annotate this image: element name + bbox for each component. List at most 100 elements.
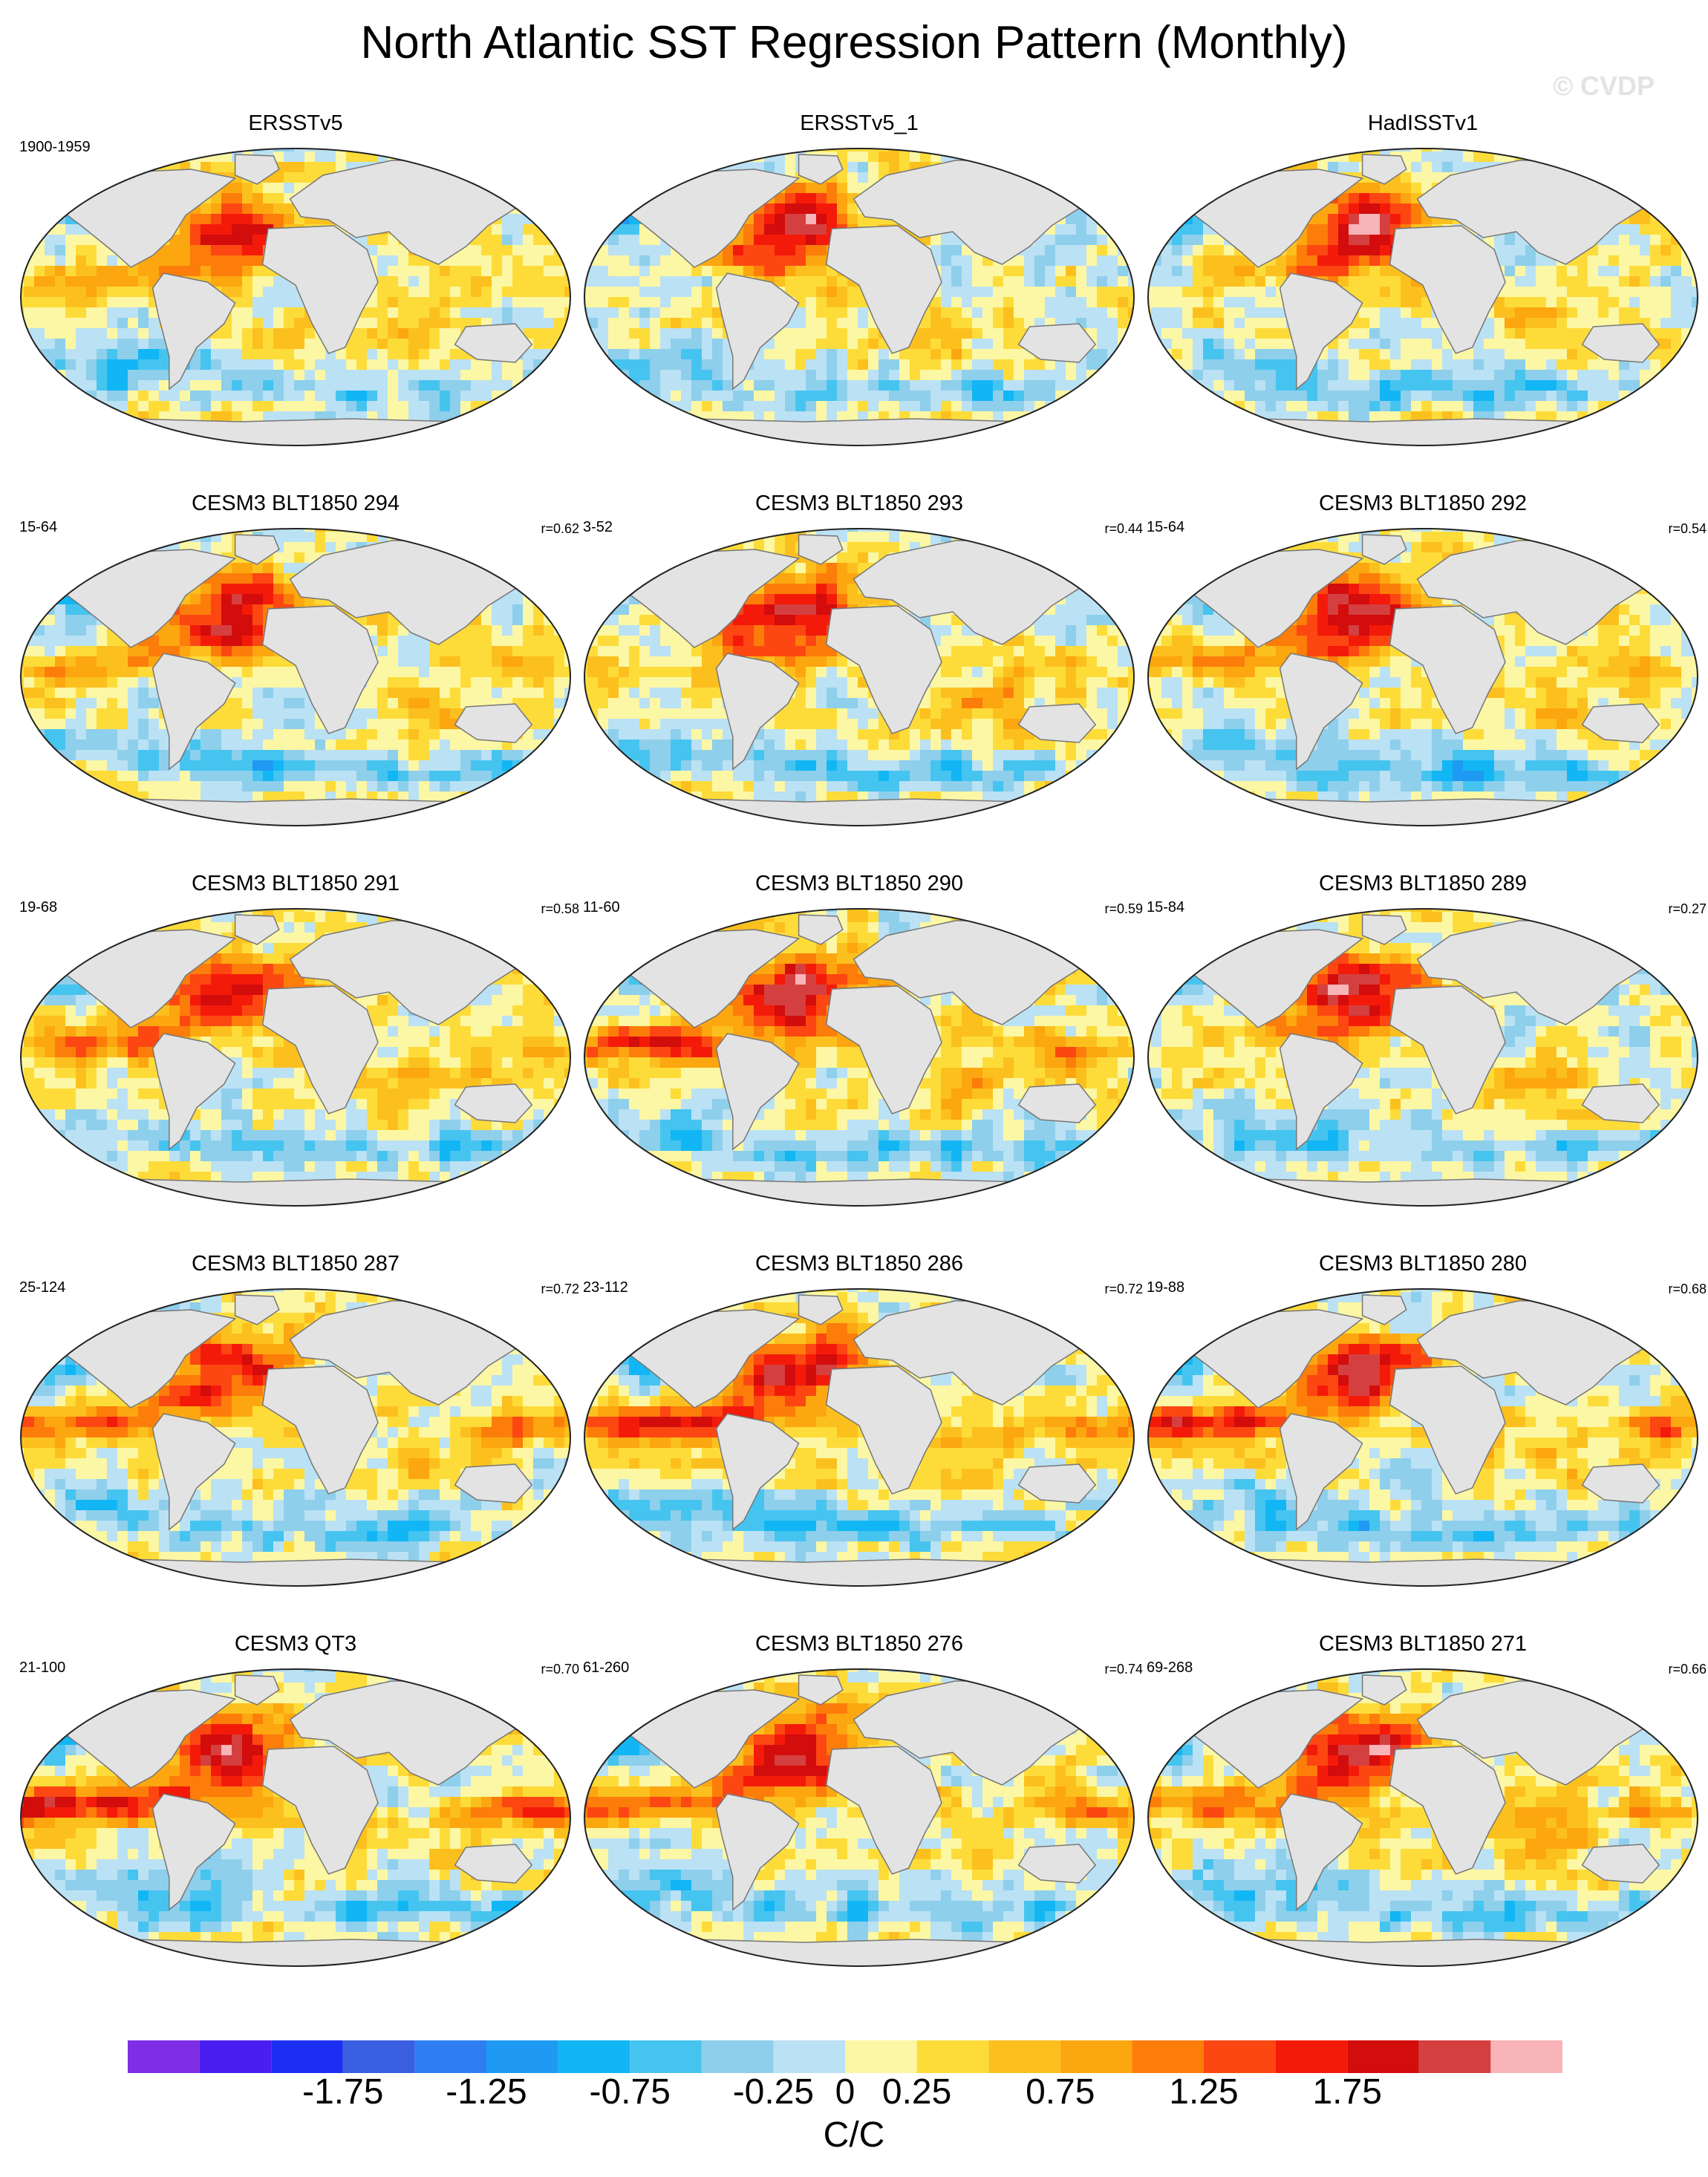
panel-title: CESM3 BLT1850 287 [13, 1250, 578, 1277]
land-mass [1148, 1939, 1698, 1966]
panel-years: 15-84 [1147, 898, 1184, 916]
land-mass [21, 798, 570, 826]
land-mass [261, 985, 379, 1114]
land-mass [584, 1178, 1134, 1206]
land-mass [1148, 418, 1698, 445]
panel-correlation: r=0.72 [1104, 1280, 1143, 1298]
panel-correlation: r=0.66 [1668, 1660, 1707, 1678]
land-mass [1279, 1793, 1363, 1911]
panel-years: 11-60 [583, 898, 620, 916]
sst-map [20, 908, 571, 1207]
colorbar-swatch [1132, 2040, 1204, 2073]
land-mass [1017, 1463, 1097, 1504]
map-outline [20, 1288, 571, 1587]
land-mass [1017, 703, 1097, 743]
sst-map [20, 1668, 571, 1967]
map-panel: CESM3 BLT1850 293 3-52 r=0.44 [577, 490, 1143, 869]
sst-map [1147, 1668, 1698, 1967]
sst-field [584, 1289, 1134, 1586]
panel-years: 19-68 [19, 898, 57, 916]
land-mass [715, 1033, 800, 1151]
colorbar-swatch [342, 2040, 415, 2073]
sst-map [584, 528, 1135, 826]
map-panel: CESM3 QT3 21-100 r=0.70 [13, 1631, 579, 2009]
panel-title: CESM3 BLT1850 276 [577, 1631, 1141, 1657]
land-mass [261, 1365, 379, 1495]
colorbar-tick-label: -0.25 [699, 2072, 847, 2113]
map-outline [1147, 148, 1698, 446]
map-panel: CESM3 BLT1850 289 15-84 r=0.27 [1141, 870, 1707, 1249]
panel-years: 21-100 [19, 1659, 65, 1677]
land-mass [1017, 1083, 1097, 1123]
land-mass [1389, 1746, 1506, 1875]
land-mass [798, 534, 844, 565]
colorbar-tick-label: -1.75 [269, 2072, 417, 2113]
colorbar-tick-label: -0.75 [555, 2072, 704, 2113]
map-panel: CESM3 BLT1850 291 19-68 r=0.58 [13, 870, 579, 1249]
panel-years: 23-112 [583, 1279, 628, 1296]
colorbar-tick-label: 0 [771, 2072, 919, 2113]
panel-title: CESM3 BLT1850 271 [1141, 1631, 1705, 1657]
map-panel: CESM3 BLT1850 276 61-260 r=0.74 [577, 1631, 1143, 2009]
sst-field [1148, 909, 1698, 1206]
colorbar-swatch [773, 2040, 845, 2073]
map-panel: CESM3 BLT1850 280 19-88 r=0.68 [1141, 1250, 1707, 1629]
colorbar [128, 2040, 1562, 2073]
panel-title: CESM3 BLT1850 292 [1141, 490, 1705, 517]
map-outline [584, 1668, 1135, 1967]
colorbar-swatch [701, 2040, 774, 2073]
panel-title: HadISSTv1 [1141, 110, 1705, 137]
land-mass [1389, 985, 1506, 1114]
land-mass [825, 1365, 942, 1495]
colorbar-swatch [414, 2040, 486, 2073]
land-mass [21, 1559, 570, 1586]
panel-years: 61-260 [583, 1659, 629, 1677]
sst-map [20, 1288, 571, 1587]
sst-field [584, 529, 1134, 826]
land-mass [1017, 1844, 1097, 1884]
sst-map [584, 1288, 1135, 1587]
panel-years: 25-124 [19, 1279, 65, 1296]
sst-field [1148, 1289, 1698, 1586]
panel-correlation: r=0.44 [1104, 520, 1143, 538]
colorbar-tick-labels: -1.75 -1.25 -0.75 -0.25 0 0.25 0.75 1.25 1.75 [0, 2072, 1708, 2116]
sst-map [1147, 908, 1698, 1207]
land-mass [454, 703, 533, 743]
land-mass [21, 1939, 570, 1966]
land-mass [1279, 1413, 1363, 1531]
land-mass [151, 653, 236, 771]
map-outline [1147, 1288, 1698, 1587]
colorbar-tick-label: 1.75 [1273, 2072, 1421, 2113]
land-mass [1361, 154, 1407, 185]
colorbar-swatch [845, 2040, 917, 2073]
land-mass [261, 605, 379, 734]
panel-title: CESM3 QT3 [13, 1631, 578, 1657]
land-mass [1581, 703, 1660, 743]
sst-field [21, 909, 570, 1206]
panel-title: CESM3 BLT1850 293 [577, 490, 1141, 517]
panel-correlation: r=0.27 [1668, 900, 1707, 918]
colorbar-swatch [1347, 2040, 1419, 2073]
land-mass [1279, 272, 1363, 391]
land-mass [234, 154, 280, 185]
land-mass [454, 1844, 533, 1884]
colorbar-swatch [630, 2040, 702, 2073]
land-mass [1148, 1178, 1698, 1206]
map-outline [584, 528, 1135, 826]
land-mass [798, 914, 844, 945]
panel-correlation: r=0.54 [1668, 520, 1707, 538]
land-mass [151, 272, 236, 391]
land-mass [715, 272, 800, 391]
map-outline [20, 148, 571, 446]
panel-title: ERSSTv5 [13, 110, 578, 137]
panel-correlation: r=0.72 [541, 1280, 579, 1298]
map-outline [1147, 528, 1698, 826]
land-mass [1389, 605, 1506, 734]
land-mass [151, 1413, 236, 1531]
land-mass [1581, 1844, 1660, 1884]
map-outline [584, 908, 1135, 1207]
colorbar-swatch [988, 2040, 1060, 2073]
sst-field [21, 529, 570, 826]
land-mass [584, 798, 1134, 826]
map-panel: CESM3 BLT1850 290 11-60 r=0.59 [577, 870, 1143, 1249]
